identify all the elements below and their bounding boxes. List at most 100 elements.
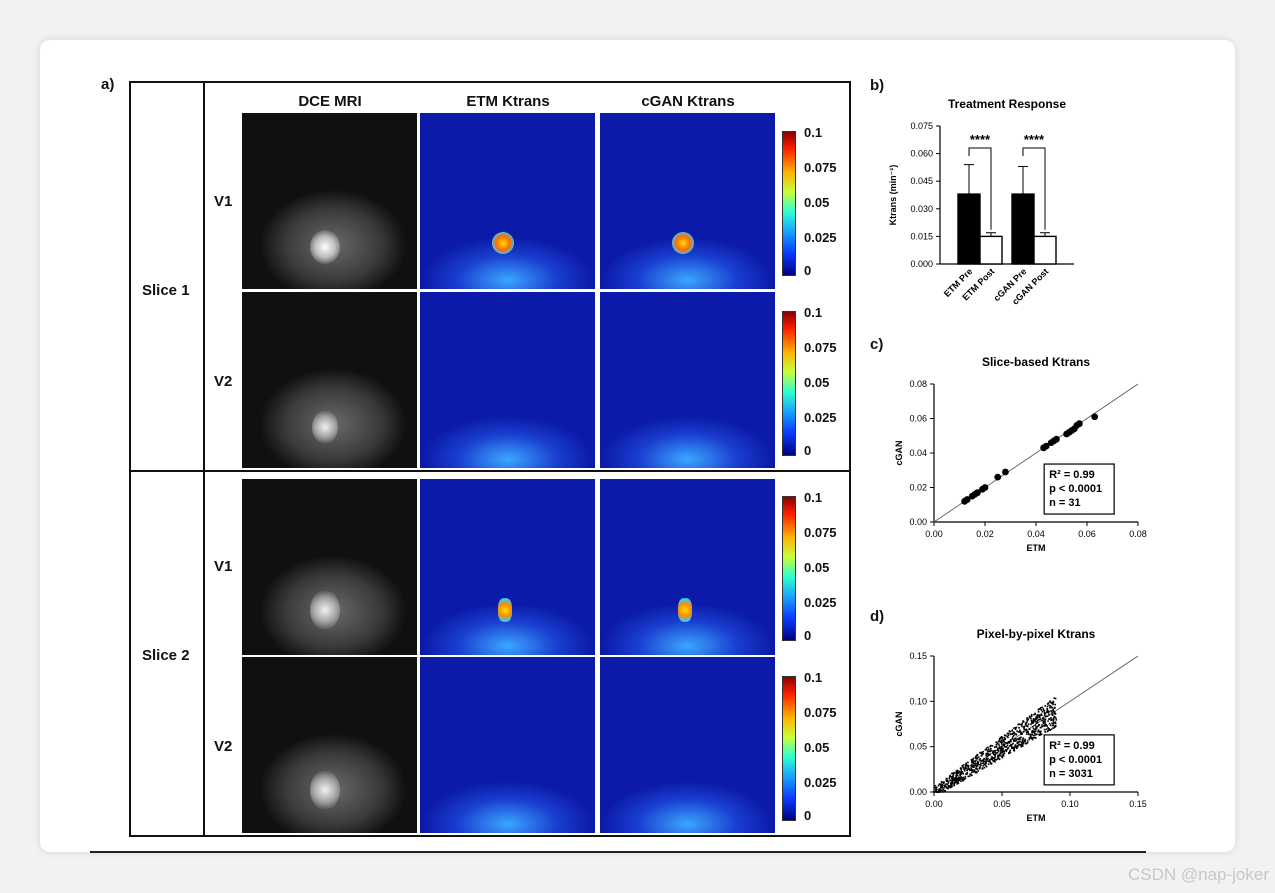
data-point: [1032, 717, 1035, 720]
data-point: [967, 775, 970, 778]
data-point: [939, 788, 942, 791]
y-tick-label: 0.15: [909, 651, 927, 661]
data-point: [963, 778, 966, 780]
data-point: [976, 768, 979, 770]
data-point: [999, 752, 1002, 755]
colorbar-tick: 0.1: [804, 490, 823, 505]
data-point: [1019, 744, 1022, 746]
x-tick-label: 0.15: [1129, 799, 1147, 809]
data-point: [1025, 721, 1028, 724]
data-point: [1054, 726, 1057, 728]
data-point: [1047, 727, 1049, 729]
data-point: [1042, 716, 1045, 719]
data-point: [960, 771, 962, 774]
data-point: [960, 773, 963, 775]
data-point: [1028, 738, 1031, 741]
data-point: [1030, 733, 1032, 736]
data-point: [1000, 749, 1002, 752]
data-point: [1014, 737, 1016, 740]
data-point: [1030, 723, 1032, 726]
x-tick-label: 0.06: [1078, 529, 1096, 539]
data-point: [987, 754, 990, 757]
data-point: [1026, 741, 1029, 744]
data-point: [1018, 743, 1020, 746]
data-point: [991, 745, 994, 747]
data-point: [957, 777, 959, 780]
data-point: [1019, 723, 1021, 726]
data-point: [940, 781, 943, 783]
panel-a-label: a): [101, 76, 115, 93]
data-point: [987, 763, 990, 765]
data-point: [1034, 712, 1036, 715]
data-point: [1006, 732, 1009, 735]
data-point: [1034, 737, 1037, 739]
tumor-region: [310, 230, 340, 264]
data-point: [938, 788, 941, 791]
colorbar-tick: 0.1: [804, 670, 823, 685]
data-point: [935, 790, 937, 793]
data-point: [1016, 730, 1018, 732]
data-point: [985, 758, 987, 761]
data-point: [982, 759, 985, 762]
data-point: [997, 749, 1000, 752]
data-point: [959, 774, 962, 777]
data-point: [1012, 735, 1014, 738]
colorbar-tick: 0.05: [804, 740, 830, 755]
colorbar: 0.1 0.075 0.05 0.025 0: [782, 488, 862, 648]
data-point: [1024, 723, 1027, 726]
data-point: [989, 761, 992, 763]
data-point: [1048, 710, 1050, 713]
data-point: [977, 763, 979, 766]
data-point: [1011, 737, 1014, 740]
data-point: [995, 741, 998, 743]
data-point: [952, 774, 955, 777]
data-point: [1053, 697, 1055, 699]
data-point: [943, 782, 945, 785]
data-point: [980, 762, 982, 764]
data-point: [962, 779, 965, 781]
data-point: [1052, 701, 1055, 704]
data-point: [1021, 743, 1024, 745]
data-point: [1039, 718, 1042, 720]
data-point: [1037, 730, 1039, 733]
y-axis-label: cGAN: [894, 711, 904, 736]
data-point: [951, 772, 954, 775]
data-point: [1032, 719, 1035, 722]
data-point: [962, 773, 964, 775]
data-point: [1039, 733, 1041, 736]
data-point: [1031, 738, 1034, 741]
data-point: [981, 760, 983, 762]
data-point: [996, 742, 999, 744]
data-point: [1015, 739, 1018, 742]
data-point: [1035, 718, 1037, 721]
data-point: [1037, 729, 1040, 731]
data-point: [986, 748, 988, 751]
data-point: [1018, 726, 1020, 729]
significance-label: ****: [1024, 132, 1045, 147]
data-point: [981, 484, 989, 491]
data-point: [1053, 711, 1056, 713]
panel-d-label: d): [870, 608, 885, 625]
data-point: [989, 750, 992, 753]
data-point: [1016, 742, 1019, 745]
data-point: [966, 768, 969, 771]
data-point: [1053, 707, 1056, 710]
data-point: [1040, 713, 1043, 715]
watermark: CSDN @nap-joker: [1127, 865, 1269, 884]
data-point: [972, 757, 974, 760]
data-point: [962, 763, 965, 766]
significance-label: ****: [970, 132, 991, 147]
data-point: [1008, 740, 1011, 743]
data-point: [1053, 435, 1060, 443]
data-point: [970, 774, 972, 776]
data-point: [1006, 742, 1009, 745]
data-point: [947, 785, 950, 787]
data-point: [965, 767, 967, 770]
data-point: [1013, 727, 1015, 729]
data-point: [1029, 734, 1032, 737]
colorbar-gradient: [782, 496, 796, 641]
data-point: [1030, 719, 1033, 722]
data-point: [941, 787, 944, 789]
data-point: [972, 770, 975, 773]
data-point: [1038, 714, 1040, 716]
